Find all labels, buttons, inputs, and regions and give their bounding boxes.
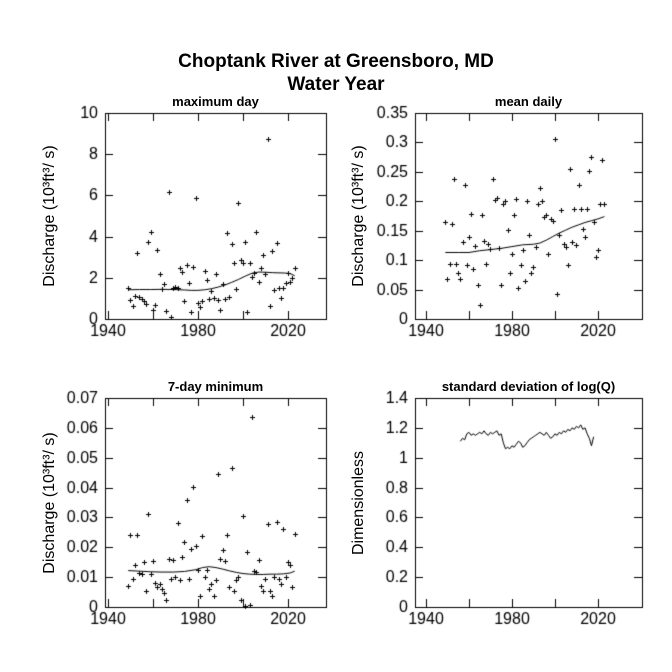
subplot-title-mean-daily: mean daily (494, 94, 563, 109)
subplot-title-7-day-minimum: 7-day minimum (167, 379, 264, 394)
subplot-title-std-dev-log-q: standard deviation of log(Q) (441, 379, 616, 394)
figure-title: Choptank River at Greensboro, MD Water Y… (0, 50, 672, 96)
y-axis-label-mean-daily: Discharge (10³ft³/ s) (350, 145, 367, 287)
figure-title-line2: Water Year (287, 74, 385, 95)
y-axis-label-7-day-minimum: Discharge (10³ft³/ s) (41, 431, 58, 574)
y-axis-label-maximum-day: Discharge (10³ft³/ s) (41, 145, 58, 287)
y-axis-label-dimensionless: Dimensionless (350, 450, 367, 555)
figure-title-line1: Choptank River at Greensboro, MD (178, 51, 494, 72)
subplot-title-maximum-day: maximum day (172, 94, 259, 109)
